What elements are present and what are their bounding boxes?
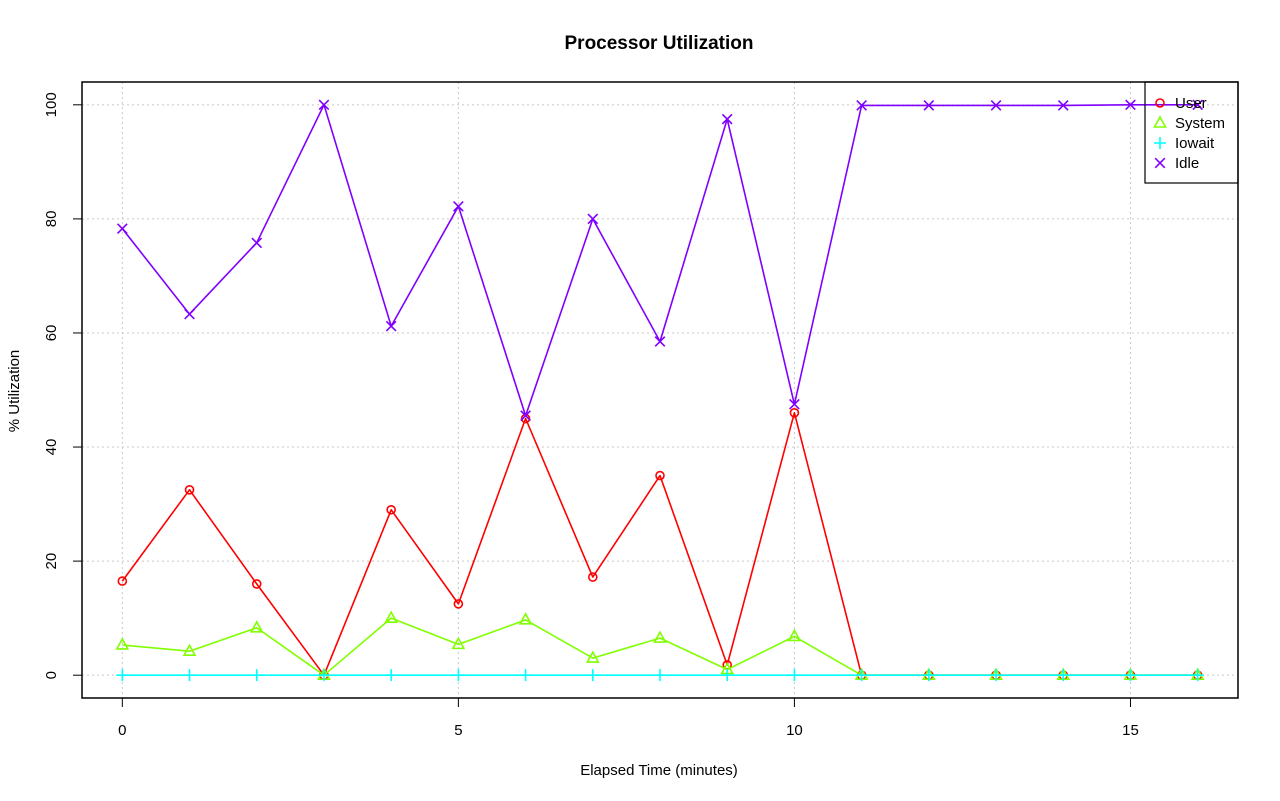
data-point-user-4 (386, 504, 396, 515)
data-point-idle-13 (990, 100, 1002, 111)
data-point-iowait-12 (922, 669, 935, 682)
data-point-iowait-5 (452, 669, 465, 682)
data-point-idle-15 (1125, 99, 1136, 111)
series-group (115, 99, 1205, 682)
data-point-system-7 (585, 650, 600, 663)
legend-marker-idle (1154, 157, 1166, 169)
data-point-iowait-6 (519, 669, 532, 682)
chart-title: Processor Utilization (565, 33, 754, 54)
data-point-idle-4 (385, 320, 397, 332)
series-iowait (116, 669, 1204, 682)
data-point-system-6 (518, 612, 533, 625)
y-tick-label-20: 20 (43, 553, 60, 570)
legend-label-user: User (1175, 95, 1207, 112)
data-point-iowait-8 (654, 669, 666, 682)
y-axis-label: % Utilization (6, 350, 23, 433)
data-point-iowait-0 (116, 669, 129, 682)
data-point-idle-14 (1057, 100, 1069, 111)
data-point-iowait-2 (250, 669, 263, 682)
data-point-iowait-14 (1057, 669, 1070, 682)
axes: 0 5 10 15 0 20 40 60 80 100 (43, 92, 1139, 739)
y-tick-label-0: 0 (43, 671, 60, 679)
series-idle (116, 99, 1204, 422)
data-point-idle-2 (251, 237, 263, 249)
data-point-iowait-3 (317, 669, 330, 682)
data-point-idle-1 (184, 308, 195, 320)
data-point-system-5 (451, 636, 466, 650)
data-point-user-8 (655, 470, 665, 481)
legend: User System Iowait Idle (1144, 81, 1239, 184)
data-point-system-0 (115, 637, 130, 650)
data-point-user-5 (453, 599, 464, 609)
data-point-iowait-7 (586, 669, 599, 682)
data-point-idle-11 (856, 100, 867, 111)
y-tick-label-60: 60 (43, 325, 60, 342)
data-point-user-10 (789, 408, 800, 418)
data-point-iowait-1 (183, 669, 196, 682)
legend-label-system: System (1175, 115, 1225, 132)
data-point-iowait-13 (990, 669, 1003, 682)
legend-box (1144, 81, 1239, 184)
data-point-user-7 (587, 572, 598, 582)
data-point-system-8 (653, 630, 667, 643)
x-tick-label-10: 10 (786, 722, 803, 739)
data-point-idle-7 (587, 213, 599, 225)
data-point-iowait-16 (1191, 669, 1204, 682)
data-point-idle-6 (520, 410, 531, 422)
data-point-iowait-10 (788, 669, 801, 682)
data-point-user-0 (117, 576, 128, 586)
data-point-user-1 (184, 485, 195, 495)
data-point-iowait-15 (1124, 669, 1137, 682)
data-point-system-2 (249, 620, 264, 633)
data-point-idle-16 (1192, 99, 1204, 111)
data-point-idle-9 (721, 113, 733, 125)
data-point-idle-8 (654, 336, 666, 347)
data-point-idle-5 (453, 200, 464, 212)
legend-label-idle: Idle (1175, 155, 1199, 172)
x-tick-label-15: 15 (1122, 722, 1139, 739)
data-point-idle-0 (116, 223, 128, 234)
legend-label-iowait: Iowait (1175, 135, 1215, 152)
y-tick-label-40: 40 (43, 439, 60, 456)
data-point-system-10 (787, 628, 802, 642)
data-point-idle-12 (923, 100, 935, 111)
data-point-idle-10 (789, 398, 800, 410)
y-tick-label-80: 80 (43, 211, 60, 228)
legend-marker-iowait (1154, 137, 1166, 149)
legend-marker-user (1155, 98, 1165, 108)
data-point-iowait-4 (385, 669, 398, 682)
data-point-system-4 (384, 610, 399, 623)
data-point-user-2 (251, 579, 262, 589)
data-point-system-1 (182, 643, 197, 657)
x-tick-label-0: 0 (118, 722, 126, 739)
data-point-iowait-9 (721, 669, 734, 682)
x-tick-label-5: 5 (454, 722, 462, 739)
data-point-iowait-11 (855, 669, 868, 682)
x-axis-label: Elapsed Time (minutes) (580, 762, 738, 779)
y-tick-label-100: 100 (43, 92, 60, 117)
data-point-idle-3 (318, 99, 330, 111)
legend-marker-system (1153, 115, 1167, 128)
